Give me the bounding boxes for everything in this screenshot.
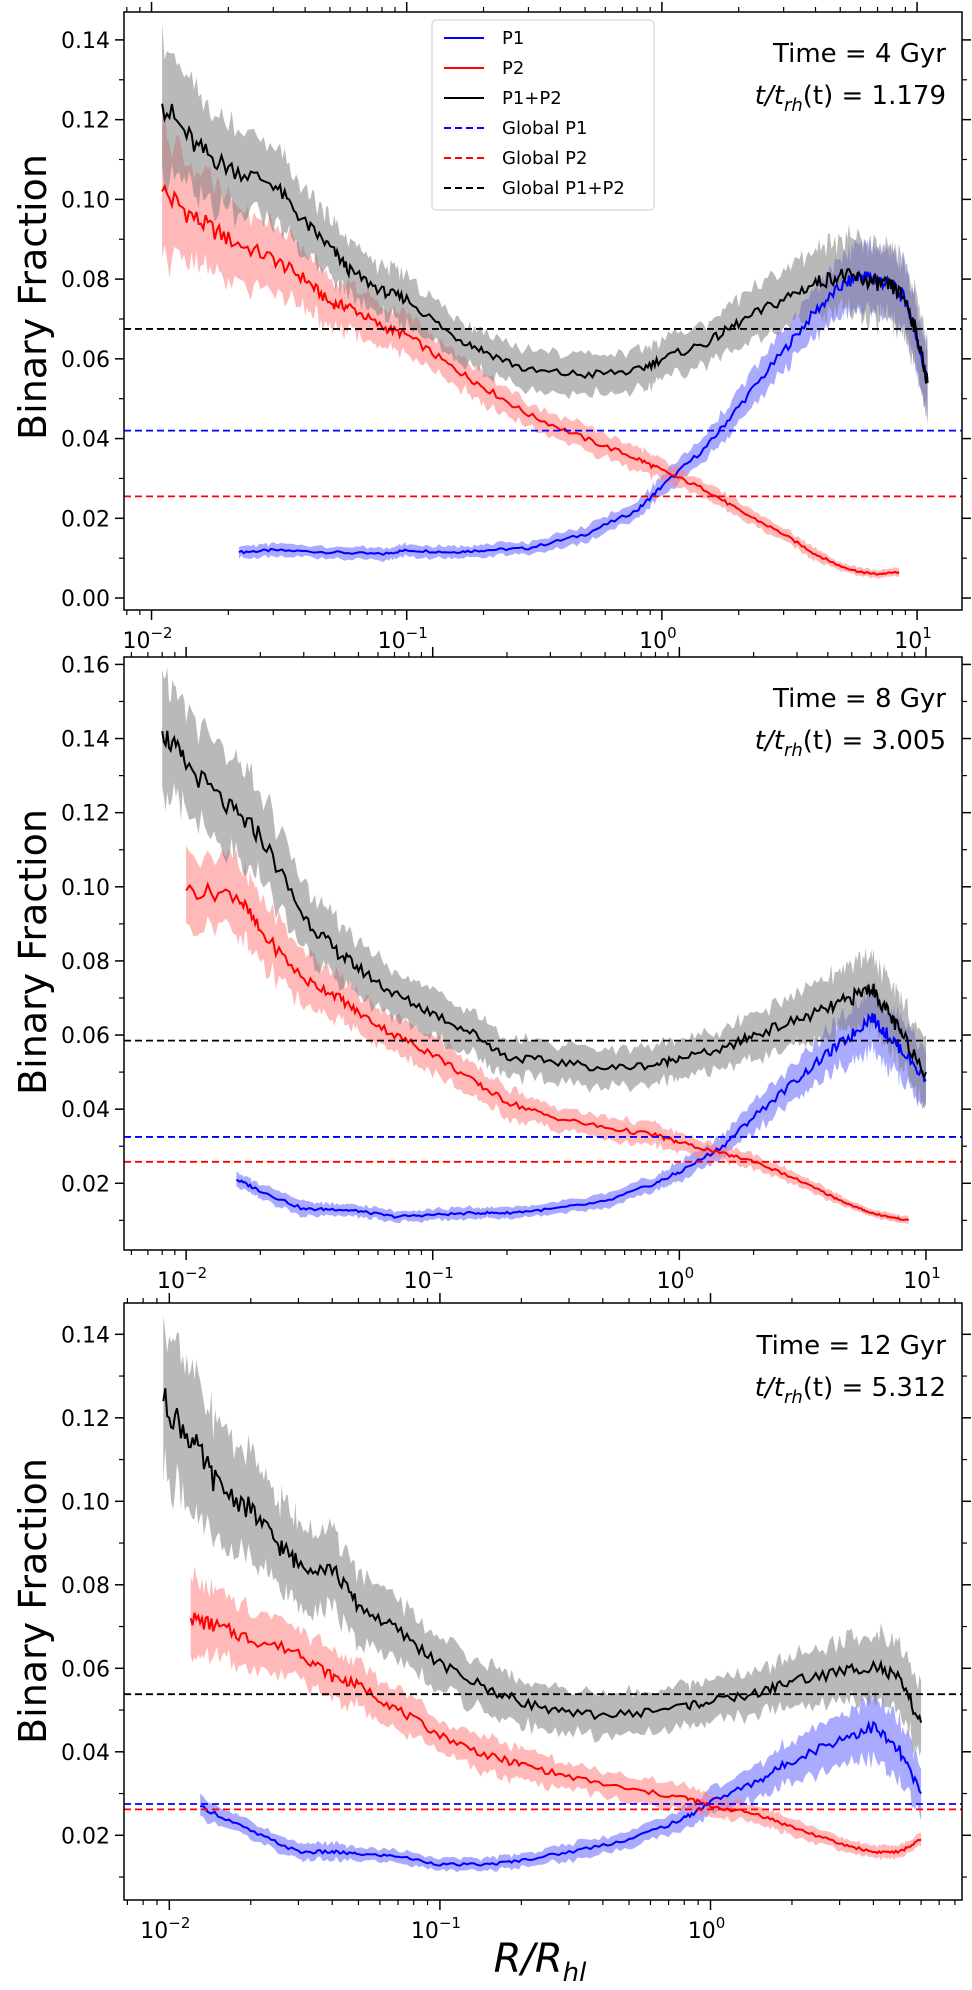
time-annotation: Time = 8 Gyr [772,684,946,714]
legend-frame [431,19,655,211]
x-tick-label: 101 [894,624,932,654]
series-line-p2 [161,183,900,576]
y-tick-label: 0.12 [61,802,110,827]
y-tick-label: 0.14 [61,1323,110,1348]
legend-label-p1p2: P1+P2 [502,88,562,109]
x-tick-label: 101 [903,1264,941,1294]
legend-label-p2: P2 [502,58,524,79]
legend-label-global-p1: Global P1 [502,118,587,139]
y-tick-label: 0.08 [61,950,110,975]
time-annotation: Time = 4 Gyr [772,39,946,69]
plot-frame [123,656,963,1251]
y-tick-label: 0.02 [61,1824,110,1849]
x-tick-label: 10−2 [122,624,172,654]
x-axis-label: R/Rhl [494,1936,588,1988]
y-axis-label: Binary Fraction [11,154,55,440]
legend-label-global-p2: Global P2 [502,148,587,169]
y-tick-label: 0.06 [61,1024,110,1049]
time-annotation: Time = 12 Gyr [755,1331,946,1361]
legend-item-p2: P2 [444,58,524,79]
series-line-p1 [200,1719,922,1867]
y-tick-label: 0.12 [61,109,110,134]
x-tick-label: 100 [688,1914,726,1944]
y-tick-label: 0.04 [61,1741,110,1766]
relaxation-ratio-annotation: t/trh(t) = 3.005 [755,726,946,761]
legend-item-global-p1p2: Global P1+P2 [444,178,625,199]
panel-time-8-gyr: Binary Fraction 0.02 0.04 0.06 0.08 0.10 0.12… [11,647,971,1294]
x-tick-label: 100 [639,624,677,654]
y-tick-label: 0.14 [61,29,110,54]
y-tick-label: 0.08 [61,1574,110,1599]
series-line-p2 [185,881,910,1222]
legend: P1 P2 P1+P2 Global P1 Global P2 Global P… [431,19,655,211]
series-line-p1pp2 [161,103,929,384]
x-tick-label: 10−2 [157,1264,207,1294]
y-tick-label: 0.12 [61,1407,110,1432]
y-axis-label: Binary Fraction [11,1458,55,1744]
legend-item-global-p2: Global P2 [444,148,587,169]
x-tick-label: 10−1 [404,1264,454,1294]
band-p1pp2 [162,21,928,427]
legend-label-p1: P1 [502,28,524,49]
plot-frame [123,1302,963,1901]
legend-item-global-p1: Global P1 [444,118,587,139]
plot-frame [123,11,963,611]
series-line-p1pp2 [161,730,927,1079]
y-tick-label: 0.00 [61,587,110,612]
y-tick-label: 0.10 [61,876,110,901]
panel-time-4-gyr: Binary Fraction 0.00 0.02 0.04 0.06 0.08 0.10… [11,2,971,654]
y-tick-label: 0.16 [61,653,110,678]
y-axis-label: Binary Fraction [11,809,55,1095]
y-tick-label: 0.02 [61,1172,110,1197]
legend-item-p1: P1 [444,28,524,49]
y-tick-label: 0.04 [61,428,110,453]
relaxation-ratio-annotation: t/trh(t) = 5.312 [755,1373,946,1408]
y-tick-label: 0.02 [61,507,110,532]
x-tick-label: 10−2 [140,1914,190,1944]
y-tick-label: 0.04 [61,1098,110,1123]
y-tick-label: 0.06 [61,1657,110,1682]
x-tick-label: 10−1 [411,1914,461,1944]
y-tick-label: 0.14 [61,728,110,753]
series-line-p1 [235,1012,927,1219]
band-p1pp2 [163,1315,922,1757]
band-p1 [236,979,926,1224]
series-line-p2 [189,1612,922,1855]
y-tick-label: 0.08 [61,268,110,293]
panel-time-12-gyr: Binary Fraction 0.02 0.04 0.06 0.08 0.10 0.12… [11,1293,971,1944]
legend-item-p1p2: P1+P2 [444,88,562,109]
x-tick-label: 100 [657,1264,695,1294]
relaxation-ratio-annotation: t/trh(t) = 1.179 [755,81,946,116]
series-line-p1 [238,269,929,556]
x-tick-label: 10−1 [378,624,428,654]
y-tick-label: 0.06 [61,348,110,373]
y-tick-label: 0.10 [61,1490,110,1515]
legend-label-global-p1p2: Global P1+P2 [502,178,625,199]
y-tick-label: 0.10 [61,188,110,213]
band-p1 [200,1688,922,1873]
